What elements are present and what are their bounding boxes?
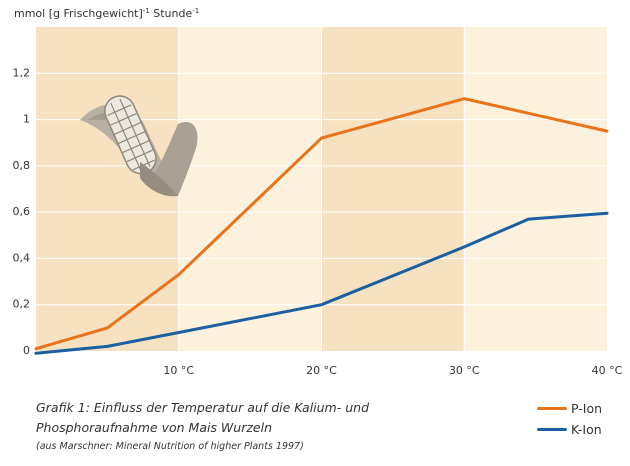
caption-line-1: Grafik 1: Einfluss der Temperatur auf di… [36, 400, 370, 415]
figure-source: (aus Marschner: Mineral Nutrition of hig… [36, 441, 304, 452]
y-tick-label: 0 [23, 344, 30, 357]
legend-item-p-ion: P-Ion [537, 398, 627, 419]
series-line-k-ion [34, 211, 609, 355]
legend-label-k-ion: K-Ion [571, 422, 602, 437]
y-axis-tick-labels: 0 0,2 0,4 0,6 0,8 1 1,2 [13, 66, 31, 357]
background-bands [36, 27, 607, 351]
x-tick-label: 10 °C [163, 364, 194, 377]
x-axis-tick-labels: 10 °C 20 °C 30 °C 40 °C [163, 364, 622, 377]
series-lines [34, 97, 609, 355]
legend-swatch-p-ion [537, 407, 567, 410]
y-tick-label: 0,4 [13, 251, 31, 264]
legend: P-Ion K-Ion [537, 398, 627, 440]
y-tick-label: 0,2 [13, 298, 31, 311]
chart-svg: 0 0,2 0,4 0,6 0,8 1 1,2 10 °C 20 °C 30 °C 40 °C m… [13, 7, 623, 377]
y-tick-label: 1,2 [13, 66, 31, 79]
corn-cob-icon [80, 95, 198, 197]
series-line-p-ion [34, 97, 609, 351]
y-tick-label: 1 [23, 113, 30, 126]
figure-caption: Grafik 1: Einfluss der Temperatur auf di… [36, 398, 456, 438]
y-axis-label: mmol [g Frischgewicht]-1 Stunde-1 [14, 7, 199, 20]
legend-item-k-ion: K-Ion [537, 419, 627, 440]
x-tick-label: 40 °C [592, 364, 623, 377]
x-tick-label: 30 °C [449, 364, 480, 377]
background-band [178, 27, 322, 351]
y-tick-label: 0,6 [13, 205, 31, 218]
caption-line-2: Phosphoraufnahme von Mais Wurzeln [36, 420, 273, 435]
chart: 0 0,2 0,4 0,6 0,8 1 1,2 10 °C 20 °C 30 °C 40 °C m… [13, 7, 623, 377]
background-band [321, 27, 465, 351]
legend-label-p-ion: P-Ion [571, 401, 603, 416]
legend-swatch-k-ion [537, 428, 567, 431]
x-tick-label: 20 °C [306, 364, 337, 377]
background-band [464, 27, 607, 351]
y-tick-label: 0,8 [13, 159, 31, 172]
